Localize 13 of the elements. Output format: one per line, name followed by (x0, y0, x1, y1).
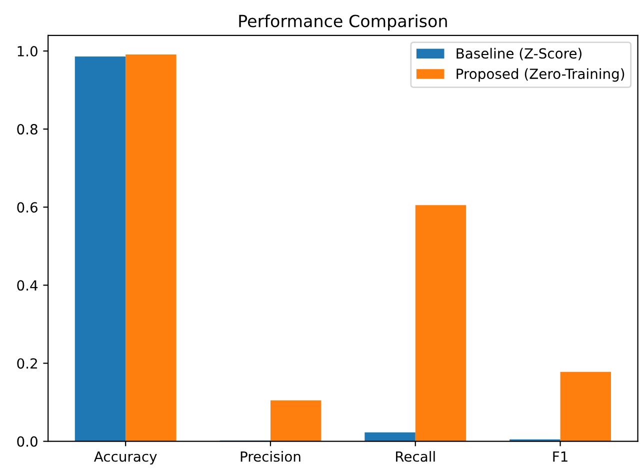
x-tick-label: Precision (240, 451, 300, 462)
y-tick-label: 0.2 (17, 358, 37, 369)
legend-label: Baseline (Z-Score) (456, 48, 582, 60)
y-tick-label: 0.4 (17, 280, 38, 291)
y-tick-label: 0.8 (17, 124, 38, 135)
chart-title: Performance Comparison (239, 14, 447, 31)
y-tick-label: 0.0 (17, 436, 38, 447)
legend-label: Proposed (Zero-Training) (456, 68, 624, 82)
y-tick-label: 0.6 (17, 202, 38, 213)
y-tick-label: 1.0 (18, 46, 38, 56)
x-tick-label: F1 (553, 451, 568, 462)
x-tick-label: Accuracy (94, 451, 157, 464)
x-tick-label: Recall (396, 451, 435, 462)
